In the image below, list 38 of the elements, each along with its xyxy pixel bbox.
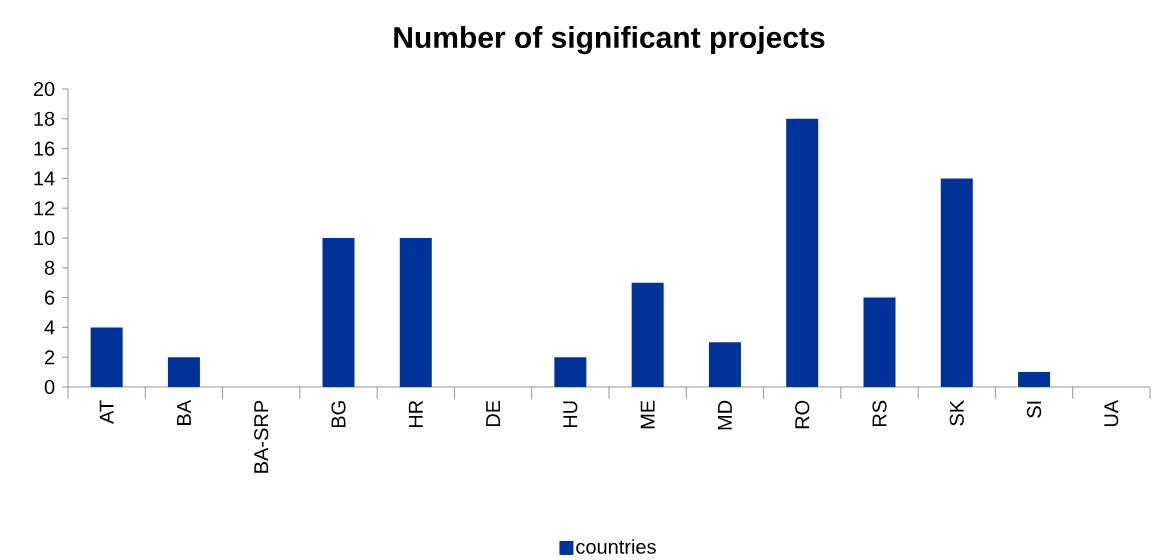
bar [1018, 372, 1051, 387]
x-tick-label: BA [177, 399, 191, 425]
x-tick-label: ME [640, 400, 655, 429]
x-tick-label: SK [949, 400, 964, 426]
x-tick-label: RO [795, 400, 810, 429]
y-tick-label: 18 [34, 111, 55, 126]
y-tick-label: 4 [44, 320, 55, 335]
x-tick-label: RS [872, 400, 887, 427]
y-tick-label: 16 [34, 141, 55, 156]
x-tick-label: AT [99, 400, 114, 424]
x-tick-label: HU [563, 401, 578, 428]
x-tick-label: DE [486, 400, 500, 427]
bar [554, 357, 587, 387]
bar [940, 178, 973, 387]
y-tick-label: 8 [44, 260, 55, 275]
bar [786, 118, 819, 387]
x-tick-label: BA-SRP [254, 400, 269, 473]
bar [322, 238, 355, 387]
y-tick-label: 2 [45, 350, 55, 365]
bar [399, 238, 432, 387]
y-tick-label: 12 [34, 201, 55, 216]
y-tick-label: 20 [33, 81, 55, 97]
bar [863, 297, 896, 387]
x-tick-label: HR [408, 400, 423, 428]
y-tick-label: 0 [44, 379, 55, 395]
x-tick-label: UA [1104, 399, 1119, 427]
y-tick-label: 10 [34, 230, 55, 246]
bar [167, 357, 200, 387]
bar [631, 282, 664, 387]
legend-label: countries [576, 539, 656, 554]
x-tick-label: SI [1026, 401, 1042, 418]
y-tick-label: 14 [34, 171, 55, 186]
bar [90, 327, 123, 387]
bar [708, 342, 741, 387]
y-tick-label: 6 [45, 290, 55, 305]
chart-title: Number of significant projects [394, 26, 825, 55]
x-tick-label: BG [331, 401, 346, 428]
x-tick-label: MD [718, 400, 732, 430]
